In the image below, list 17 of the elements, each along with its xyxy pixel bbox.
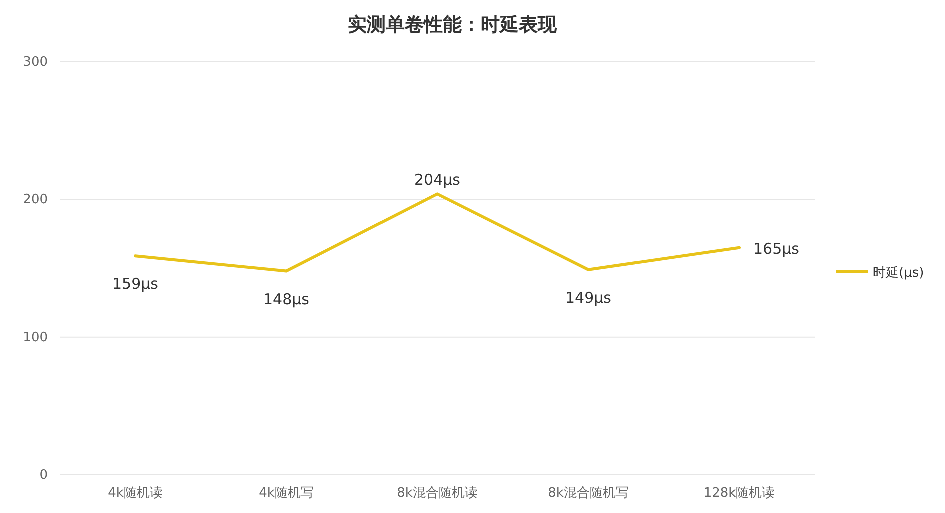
x-tick-label: 8k混合随机读 — [397, 486, 478, 501]
x-tick-label: 128k随机读 — [704, 486, 776, 501]
y-tick-label: 0 — [40, 468, 48, 483]
line-series — [134, 192, 741, 273]
x-tick-label: 8k混合随机写 — [548, 486, 629, 501]
chart-title: 实测单卷性能：时延表现 — [348, 14, 558, 36]
y-tick-label: 300 — [23, 55, 48, 70]
y-tick-label: 100 — [23, 330, 48, 346]
data-label: 149μs — [566, 288, 612, 307]
legend-label: 时延(μs) — [873, 266, 924, 281]
data-label: 148μs — [264, 290, 310, 308]
x-tick-label: 4k随机写 — [259, 486, 314, 501]
data-label: 165μs — [754, 240, 800, 258]
data-label: 159μs — [112, 275, 159, 294]
x-tick-label: 4k随机读 — [108, 486, 163, 501]
data-label: 204μs — [414, 171, 461, 190]
y-tick-label: 200 — [23, 192, 48, 208]
